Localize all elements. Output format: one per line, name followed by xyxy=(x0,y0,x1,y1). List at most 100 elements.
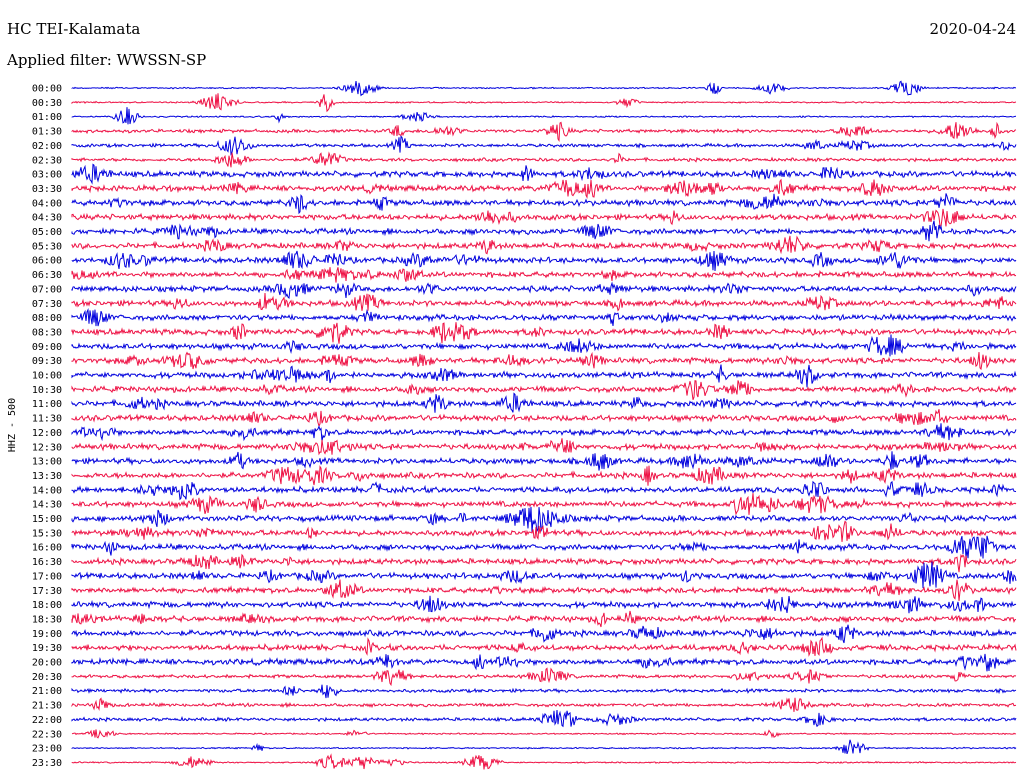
row-time-label: 06:00 xyxy=(32,256,62,267)
row-time-label: 16:00 xyxy=(32,543,62,554)
row-time-label: 17:00 xyxy=(32,571,62,582)
trace-row-0230 xyxy=(71,151,1017,168)
trace-row-0300 xyxy=(71,163,1017,185)
trace-row-0900 xyxy=(71,334,1017,357)
row-time-label: 16:30 xyxy=(32,557,62,568)
row-time-label: 12:30 xyxy=(32,442,62,453)
row-time-label: 02:30 xyxy=(32,155,62,166)
trace-row-1400 xyxy=(71,480,1017,501)
trace-row-1530 xyxy=(71,520,1017,542)
trace-row-0430 xyxy=(71,208,1017,228)
row-time-label: 13:30 xyxy=(32,471,62,482)
row-time-label: 11:00 xyxy=(32,399,62,410)
row-time-label: 01:30 xyxy=(32,127,62,138)
trace-row-1730 xyxy=(71,579,1017,601)
row-time-label: 14:30 xyxy=(32,500,62,511)
trace-row-1000 xyxy=(71,364,1017,388)
trace-row-2000 xyxy=(71,653,1017,672)
trace-row-0830 xyxy=(71,322,1017,344)
trace-row-2230 xyxy=(71,729,1017,739)
row-time-label: 09:30 xyxy=(32,356,62,367)
trace-row-2200 xyxy=(71,709,1017,728)
row-time-label: 10:30 xyxy=(32,385,62,396)
row-time-label: 23:30 xyxy=(32,758,62,769)
trace-row-1430 xyxy=(71,493,1017,516)
trace-row-2330 xyxy=(71,753,1017,770)
row-time-label: 13:00 xyxy=(32,457,62,468)
row-time-label: 12:00 xyxy=(32,428,62,439)
trace-row-1030 xyxy=(71,380,1017,400)
row-time-label: 04:00 xyxy=(32,198,62,209)
row-time-label: 10:00 xyxy=(32,371,62,382)
trace-row-1100 xyxy=(71,392,1017,413)
row-time-label: 07:30 xyxy=(32,299,62,310)
row-time-label: 00:30 xyxy=(32,98,62,109)
row-time-label: 17:30 xyxy=(32,586,62,597)
row-time-label: 07:00 xyxy=(32,284,62,295)
row-time-label: 04:30 xyxy=(32,213,62,224)
row-time-label: 09:00 xyxy=(32,342,62,353)
row-time-label: 15:00 xyxy=(32,514,62,525)
trace-row-0530 xyxy=(71,235,1017,255)
trace-row-1130 xyxy=(71,409,1017,428)
row-time-label: 23:00 xyxy=(32,744,62,755)
row-time-label: 00:00 xyxy=(32,84,62,95)
record-date: 2020-04-24 xyxy=(929,20,1016,38)
row-time-label: 15:30 xyxy=(32,528,62,539)
row-time-label: 06:30 xyxy=(32,270,62,281)
trace-row-0100 xyxy=(71,107,1017,125)
trace-row-1700 xyxy=(71,561,1017,589)
trace-row-0130 xyxy=(71,121,1017,143)
trace-row-2130 xyxy=(71,697,1017,712)
row-time-label: 14:00 xyxy=(32,485,62,496)
row-time-label: 03:00 xyxy=(32,170,62,181)
channel-label: HHZ - 500 xyxy=(7,398,18,452)
row-time-label: 08:00 xyxy=(32,313,62,324)
row-time-label: 01:00 xyxy=(32,112,62,123)
row-time-label: 22:30 xyxy=(32,729,62,740)
trace-row-1630 xyxy=(71,553,1017,573)
trace-row-1800 xyxy=(71,595,1017,614)
trace-row-2100 xyxy=(71,684,1017,699)
trace-row-0630 xyxy=(71,267,1017,283)
trace-row-2300 xyxy=(71,739,1017,755)
trace-row-1230 xyxy=(71,438,1017,456)
trace-row-0930 xyxy=(71,351,1017,371)
row-time-label: 03:30 xyxy=(32,184,62,195)
trace-row-1930 xyxy=(71,636,1017,657)
trace-row-0030 xyxy=(71,93,1017,113)
row-time-label: 22:00 xyxy=(32,715,62,726)
trace-row-1500 xyxy=(71,506,1017,533)
row-time-label: 08:30 xyxy=(32,327,62,338)
trace-row-1300 xyxy=(71,451,1017,471)
row-time-label: 19:30 xyxy=(32,643,62,654)
trace-row-1900 xyxy=(71,624,1017,644)
trace-row-0730 xyxy=(71,292,1017,312)
trace-row-0800 xyxy=(71,308,1017,327)
trace-row-0600 xyxy=(71,250,1017,272)
row-time-label: 11:30 xyxy=(32,414,62,425)
row-time-label: 18:30 xyxy=(32,614,62,625)
trace-row-1330 xyxy=(71,465,1017,486)
trace-row-0500 xyxy=(71,220,1017,242)
row-time-label: 19:00 xyxy=(32,629,62,640)
row-time-label: 20:30 xyxy=(32,672,62,683)
trace-row-2030 xyxy=(71,667,1017,687)
trace-row-0200 xyxy=(71,135,1017,156)
row-time-label: 05:30 xyxy=(32,241,62,252)
trace-row-1200 xyxy=(71,423,1017,442)
row-time-label: 05:00 xyxy=(32,227,62,238)
row-time-label: 20:00 xyxy=(32,658,62,669)
trace-row-0000 xyxy=(71,80,1017,97)
trace-row-0400 xyxy=(71,193,1017,215)
row-time-label: 21:30 xyxy=(32,701,62,712)
station-title: HC TEI-Kalamata xyxy=(7,20,141,38)
row-time-label: 02:00 xyxy=(32,141,62,152)
trace-row-1600 xyxy=(71,535,1017,559)
trace-row-1830 xyxy=(71,610,1017,628)
row-time-label: 21:00 xyxy=(32,686,62,697)
row-time-label: 18:00 xyxy=(32,600,62,611)
trace-row-0700 xyxy=(71,281,1017,300)
trace-row-0330 xyxy=(71,178,1017,199)
